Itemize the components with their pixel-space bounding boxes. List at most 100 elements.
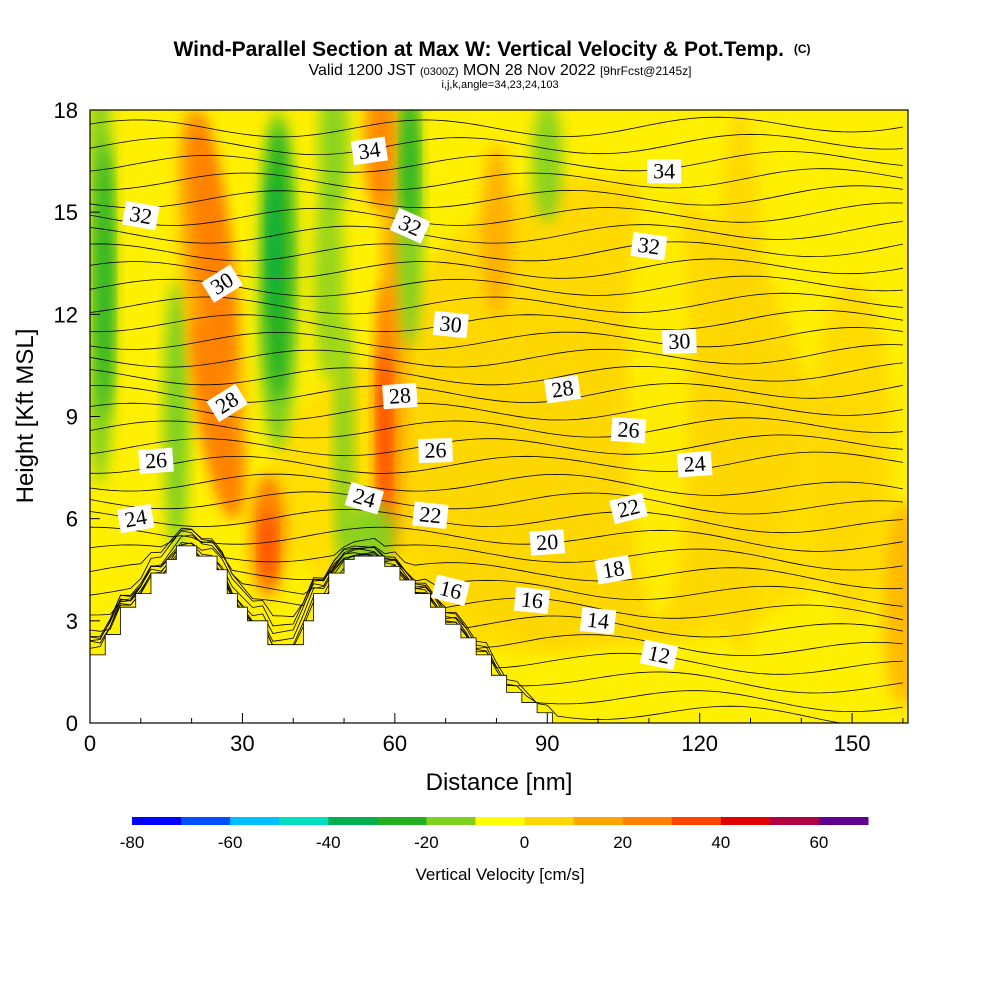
x-tick-label: 120 [681, 731, 718, 756]
isentrope-line [90, 491, 903, 515]
colorbar-tick-label: -60 [218, 833, 243, 852]
colorbar-swatch [622, 817, 673, 825]
isentrope-line [90, 527, 903, 590]
isentrope-line [90, 542, 903, 638]
x-axis-label: Distance [nm] [426, 769, 573, 796]
contour-label-box [350, 136, 388, 166]
contour-label-text: 32 [636, 232, 661, 260]
isentrope-line [90, 530, 903, 571]
contour-label: 24 [116, 503, 155, 534]
velocity-region [318, 110, 350, 213]
contour-label: 28 [544, 375, 582, 404]
contour-label-text: 22 [418, 501, 442, 528]
contour-label-box [610, 416, 647, 444]
colorbar-tick-label: -40 [316, 833, 341, 852]
contour-label-text: 24 [683, 450, 707, 476]
contour-label-box [201, 264, 243, 303]
contour-label-box [661, 328, 697, 355]
velocity-region [714, 110, 766, 655]
contour-label-text: 24 [123, 504, 149, 532]
y-tick-label: 3 [66, 609, 78, 634]
velocity-region [97, 144, 113, 417]
chart-info-line: i,j,k,angle=34,23,24,103 [441, 79, 558, 91]
contour-label-text: 14 [586, 607, 610, 634]
contour-label-box [647, 159, 682, 184]
contour-label: 16 [513, 586, 551, 615]
contour-label: 32 [630, 232, 668, 261]
isentrope-line [90, 344, 903, 368]
contour-label-text: 32 [128, 201, 154, 229]
contour-label-text: 34 [357, 136, 382, 164]
contour-label-box [579, 607, 617, 635]
colorbar-tick-label: 60 [809, 833, 828, 852]
isentrope-line [90, 185, 903, 209]
colorbar-tick-label: 0 [520, 833, 529, 852]
contour-label-text: 18 [600, 555, 626, 583]
contour-label-box [412, 501, 449, 529]
isentrope-line [90, 309, 903, 333]
velocity-region [811, 280, 893, 621]
x-tick-label: 0 [84, 731, 96, 756]
contour-label-text: 12 [646, 640, 673, 669]
y-axis-label: Height [Kft MSL] [12, 329, 39, 504]
contour-label-box [513, 586, 551, 615]
contour-label-text: 30 [668, 328, 691, 354]
velocity-region [481, 144, 512, 315]
isentrope-line [90, 327, 903, 350]
velocity-region [532, 110, 563, 223]
y-tick-label: 15 [54, 200, 78, 225]
isentrope-line [90, 221, 903, 244]
contour-label: 34 [647, 158, 682, 184]
contour-label-box [544, 375, 582, 404]
contour-label-box [529, 529, 566, 556]
contour-label: 14 [579, 607, 617, 635]
isentrope-line [90, 526, 903, 552]
isentrope-line [90, 292, 903, 315]
colorbar-swatch [230, 817, 280, 825]
velocity-region [313, 178, 345, 383]
velocity-region [521, 644, 776, 723]
colorbar-swatch [524, 817, 575, 825]
colorbar: -80 -60 -40 -20 0 20 40 60 [120, 817, 869, 852]
contour-label: 26 [418, 437, 453, 464]
contour-label-box [121, 200, 160, 231]
y-tick-label: 6 [66, 507, 78, 532]
contour-label: 30 [432, 310, 469, 339]
colorbar-swatch [769, 817, 820, 825]
isentrope-line [90, 509, 903, 534]
contour-label-box [432, 310, 469, 339]
y-tick-label: 9 [66, 405, 78, 430]
x-tick-label: 60 [383, 731, 407, 756]
y-tick-label: 12 [54, 302, 78, 327]
contour-label-box [389, 207, 431, 244]
colorbar-swatch [720, 817, 771, 825]
velocity-region [163, 280, 190, 553]
isentrope-line [90, 473, 903, 496]
isentrope-line [90, 529, 903, 607]
contour-label-box [138, 447, 174, 474]
colorbar-swatch [426, 817, 476, 825]
contour-label-text: 34 [653, 158, 675, 183]
isentrope-line [90, 133, 903, 156]
y-axis: 0 3 6 9 12 15 18 [54, 98, 100, 736]
contour-label-box [676, 451, 713, 478]
isentrope-line [90, 241, 903, 262]
contour-label-box [639, 639, 679, 671]
contour-label-box [609, 492, 648, 525]
colorbar-tick-label: -80 [120, 833, 145, 852]
contour-label: 24 [676, 450, 713, 478]
colorbar-swatch [279, 817, 329, 825]
contour-label: 26 [610, 416, 647, 444]
contour-label: 22 [412, 501, 449, 529]
contour-label-text: 20 [535, 529, 559, 555]
x-axis: 0 30 60 90 120 150 [84, 713, 904, 756]
chart-subtitle: Valid 1200 JST (0300Z) MON 28 Nov 2022 [… [309, 62, 692, 79]
isentrope-line [90, 362, 903, 386]
velocity-region [344, 501, 395, 570]
contour-label-text: 16 [520, 586, 544, 613]
colorbar-swatch [377, 817, 427, 825]
isentrope-line [90, 116, 903, 138]
isentrope-line [90, 151, 903, 173]
